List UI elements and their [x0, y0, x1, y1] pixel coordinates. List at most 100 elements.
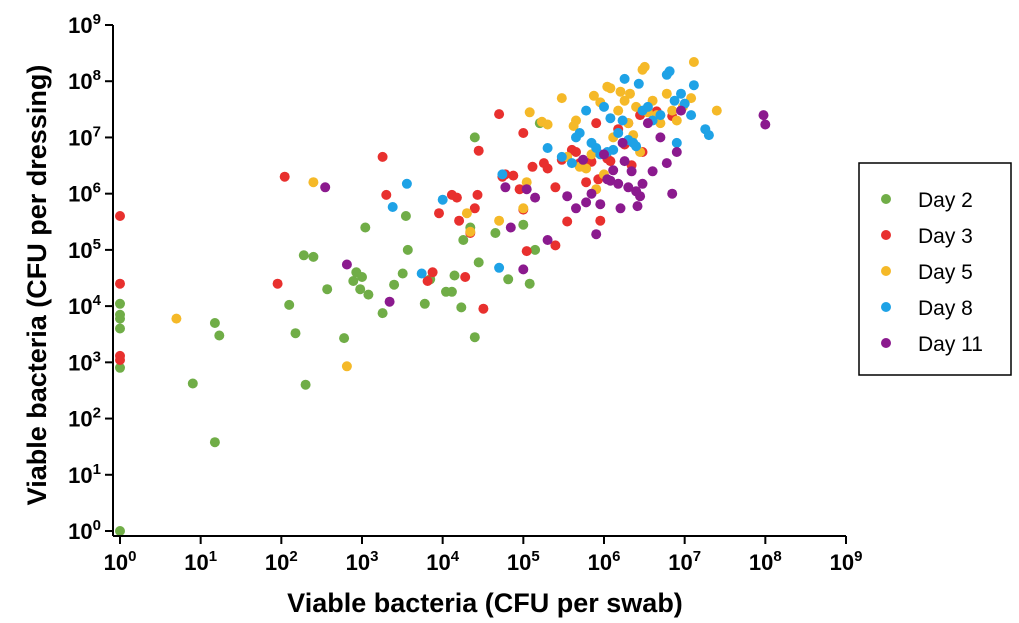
data-point	[320, 182, 331, 193]
data-point	[518, 128, 529, 138]
data-point	[688, 57, 699, 67]
data-point	[171, 313, 182, 324]
data-point	[599, 149, 609, 160]
data-point	[465, 226, 476, 237]
data-point	[562, 216, 573, 227]
data-point	[508, 170, 519, 181]
data-point	[115, 526, 125, 536]
data-point	[661, 88, 672, 99]
data-point	[619, 73, 630, 84]
data-point	[115, 298, 125, 309]
data-point	[419, 298, 430, 309]
data-point	[279, 171, 290, 182]
data-point	[588, 90, 599, 101]
data-point	[581, 177, 592, 188]
data-point	[427, 267, 438, 278]
data-point	[556, 151, 567, 162]
data-point	[542, 143, 553, 153]
legend-marker	[881, 338, 891, 348]
data-point	[298, 250, 309, 261]
data-point	[595, 215, 606, 226]
data-point	[524, 107, 535, 118]
data-point	[619, 95, 630, 106]
series-day-2	[115, 118, 545, 536]
data-point	[605, 83, 616, 94]
data-point	[494, 109, 505, 120]
data-point	[671, 147, 682, 157]
data-point	[494, 215, 505, 226]
data-point	[758, 110, 769, 121]
data-point	[401, 178, 412, 189]
x-tick-label: 101	[184, 548, 217, 575]
data-point	[617, 137, 628, 148]
data-point	[377, 308, 388, 319]
data-point	[521, 184, 532, 195]
data-point	[703, 130, 714, 141]
data-point	[566, 158, 577, 169]
data-point	[461, 208, 472, 219]
data-point	[521, 246, 532, 257]
data-point	[524, 278, 535, 289]
y-tick-label: 101	[68, 461, 101, 488]
data-point	[556, 93, 567, 104]
x-tick-label: 106	[588, 548, 621, 575]
data-point	[115, 350, 125, 361]
data-point	[562, 191, 573, 202]
data-point	[115, 211, 125, 221]
data-point	[518, 264, 529, 275]
data-point	[384, 296, 395, 307]
data-point	[676, 88, 686, 99]
y-tick-label: 103	[68, 348, 101, 375]
legend-label: Day 2	[918, 189, 973, 212]
data-point	[571, 147, 581, 157]
data-point	[613, 178, 624, 189]
data-point	[434, 208, 444, 219]
data-point	[530, 192, 541, 203]
y-tick-label: 109	[68, 11, 101, 38]
data-point	[586, 188, 597, 199]
data-point	[473, 257, 484, 268]
data-point	[381, 189, 392, 200]
data-point	[473, 145, 484, 156]
legend: Day 2 Day 3 Day 5 Day 8 Day 11	[858, 162, 1012, 376]
legend-marker	[881, 266, 891, 276]
y-tick-label: 104	[68, 292, 101, 319]
y-tick-label: 105	[68, 236, 101, 263]
data-point	[209, 318, 220, 328]
legend-label: Day 5	[918, 261, 973, 284]
data-point	[341, 361, 352, 372]
y-tick-label: 100	[68, 517, 101, 544]
y-tick-label: 108	[68, 67, 101, 94]
data-point	[550, 182, 561, 193]
data-point	[115, 362, 125, 373]
data-point	[676, 105, 686, 116]
data-point	[308, 251, 319, 262]
data-point	[760, 119, 771, 130]
data-point	[581, 105, 592, 116]
series-day-5	[171, 57, 722, 372]
x-tick-label: 102	[265, 548, 298, 575]
data-point	[115, 323, 125, 334]
data-point	[284, 299, 295, 310]
data-point	[613, 128, 624, 138]
data-point	[571, 115, 581, 126]
data-point	[469, 332, 480, 343]
data-point	[360, 222, 371, 233]
data-point	[667, 105, 678, 116]
data-point	[608, 144, 619, 155]
data-point	[494, 262, 505, 273]
data-point	[586, 156, 597, 167]
points-layer	[115, 57, 771, 536]
data-point	[209, 437, 220, 448]
legend-label: Day 11	[918, 333, 983, 356]
x-tick-label: 103	[346, 548, 379, 575]
data-point	[664, 66, 675, 77]
data-point	[615, 203, 626, 214]
data-point	[655, 132, 666, 143]
data-point	[711, 105, 722, 116]
data-point	[599, 101, 609, 112]
axes-layer: 100 101 102 103 104 105 106 107 108 109 100 101 102 1…	[68, 11, 862, 575]
data-point	[518, 219, 529, 230]
series-day-11	[320, 105, 771, 307]
data-point	[357, 272, 367, 282]
